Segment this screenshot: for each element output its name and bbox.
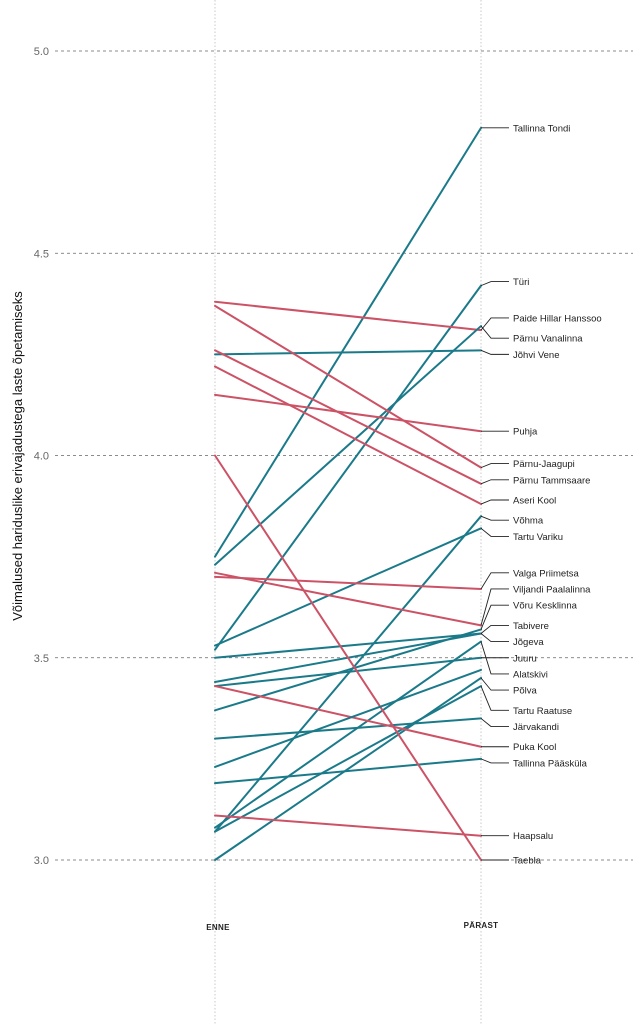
series-line-2: [214, 284, 482, 651]
leader-line-põlva: [480, 677, 509, 691]
y-tick-5-0: 5.0: [34, 46, 49, 58]
leader-line-tabivere: [480, 624, 509, 634]
school-label-juuru: Juuru: [513, 653, 537, 664]
series-line-9: [214, 365, 482, 506]
labels-layer: Tallinna Tondi Türi Paide Hillar Hanssoo Pä…: [480, 123, 602, 867]
school-label-jõgeva: Jõgeva: [513, 637, 544, 648]
leader-line-pärnu-jaagupi: [480, 463, 509, 469]
school-label-paide-hillar-hanssoo: Paide Hillar Hanssoo: [513, 313, 602, 324]
y-tick-4-5: 4.5: [34, 248, 49, 260]
series-line-22: [214, 685, 482, 748]
series-line-20: [214, 685, 482, 833]
leader-line-võhma: [480, 515, 509, 521]
school-label-põlva: Põlva: [513, 686, 537, 697]
series-line-15: [214, 632, 482, 659]
y-axis-label: Võimalused hariduslike erivajadustega la…: [10, 291, 25, 621]
series-line-8: [214, 349, 482, 485]
school-label-jõhvi-vene: Jõhvi Vene: [513, 350, 559, 361]
school-label-haapsalu: Haapsalu: [513, 831, 553, 842]
leader-line-tartu-variku: [480, 527, 509, 537]
leader-line-alatskivi: [480, 641, 509, 675]
school-label-alatskivi: Alatskivi: [513, 669, 548, 680]
school-label-võru-kesklinna: Võru Kesklinna: [513, 601, 578, 612]
series-line-24: [214, 814, 482, 837]
school-label-viljandi-paalalinna: Viljandi Paalalinna: [513, 584, 591, 595]
school-label-pärnu-vanalinna: Pärnu Vanalinna: [513, 334, 583, 345]
series-line-5: [214, 349, 482, 356]
school-label-tallinna-tondi: Tallinna Tondi: [513, 123, 570, 134]
school-label-tabivere: Tabivere: [513, 621, 549, 632]
school-label-türi: Türi: [513, 277, 529, 288]
series-line-23: [214, 757, 482, 785]
series-line-12: [214, 575, 482, 590]
series-line-3: [214, 300, 482, 332]
leader-line-võru-kesklinna: [480, 604, 509, 630]
series-line-17: [214, 656, 482, 688]
leader-line-pärnu-tammsaare: [480, 479, 509, 485]
school-label-puka-kool: Puka Kool: [513, 742, 556, 753]
leader-line-tartu-raatuse: [480, 685, 509, 711]
leader-line-viljandi-paalalinna: [480, 588, 509, 626]
leader-line-pärnu-vanalinna: [480, 325, 509, 339]
y-tick-3-0: 3.0: [34, 855, 49, 867]
school-label-järvakandi: Järvakandi: [513, 722, 559, 733]
series-line-25: [214, 454, 482, 861]
series-line-21: [214, 717, 482, 740]
lines-layer: [214, 126, 482, 861]
series-line-19: [214, 676, 482, 861]
school-label-pärnu-tammsaare: Pärnu Tammsaare: [513, 475, 590, 486]
leader-line-paide-hillar-hanssoo: [480, 317, 509, 331]
series-line-26: [214, 668, 482, 768]
y-tick-4-0: 4.0: [34, 451, 49, 463]
series-line-18: [214, 640, 482, 829]
axis-layer: Võimalused hariduslike erivajadustega la…: [10, 291, 498, 932]
series-line-7: [214, 304, 482, 469]
school-label-tallinna-pääsküla: Tallinna Pääsküla: [513, 758, 588, 769]
school-label-valga-priimetsa: Valga Priimetsa: [513, 568, 580, 579]
leader-line-tallinna-pääsküla: [480, 758, 509, 764]
x-label-enne: ENNE: [206, 923, 230, 932]
leader-line-aseri-kool: [480, 499, 509, 505]
series-line-13: [214, 571, 482, 627]
series-line-6: [214, 393, 482, 433]
leader-line-jõhvi-vene: [480, 349, 509, 355]
school-label-puhja: Puhja: [513, 427, 538, 438]
series-line-11: [214, 527, 482, 647]
leader-line-türi: [480, 281, 509, 287]
x-label-parast: PÄRAST: [464, 921, 499, 930]
school-label-tartu-raatuse: Tartu Raatuse: [513, 706, 572, 717]
leader-line-valga-priimetsa: [480, 572, 509, 590]
series-line-1: [214, 126, 482, 558]
school-label-pärnu-jaagupi: Pärnu-Jaagupi: [513, 459, 575, 470]
series-line-4: [214, 325, 482, 566]
leader-line-jõgeva: [480, 633, 509, 643]
school-label-tartu-variku: Tartu Variku: [513, 532, 563, 543]
y-tick-3-5: 3.5: [34, 653, 49, 665]
school-label-aseri-kool: Aseri Kool: [513, 495, 556, 506]
leader-line-järvakandi: [480, 718, 509, 727]
school-label-võhma: Võhma: [513, 516, 544, 527]
school-label-taebla: Taebla: [513, 856, 542, 867]
grid-layer: 3.0 3.5 4.0 4.5 5.0: [34, 0, 633, 1024]
